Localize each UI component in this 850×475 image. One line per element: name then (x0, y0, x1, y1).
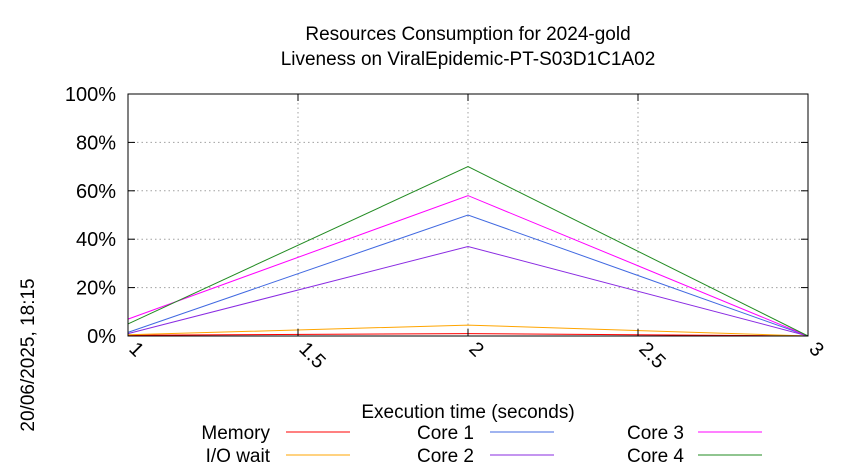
timestamp-label: 20/06/2025, 18:15 (18, 278, 39, 431)
legend-label-core-1: Core 1 (417, 423, 474, 444)
y-tick-label: 40% (76, 229, 116, 251)
chart-title-line-1: Resources Consumption for 2024-gold (305, 24, 630, 45)
x-axis-label: Execution time (seconds) (361, 402, 574, 423)
y-tick-label: 100% (65, 84, 116, 106)
y-tick-label: 20% (76, 278, 116, 300)
legend-label-core-3: Core 3 (627, 423, 684, 444)
y-tick-label: 80% (76, 132, 116, 154)
x-tick-label: 2 (464, 338, 487, 361)
legend-label-i-o-wait: I/O wait (206, 446, 271, 467)
series-line-core-2 (127, 245, 809, 337)
x-tick-label: 1.5 (294, 338, 329, 373)
series-lines (127, 166, 809, 337)
legend-label-core-4: Core 4 (627, 446, 684, 467)
series-line-i-o-wait (127, 324, 809, 337)
y-tick-label: 0% (87, 326, 116, 348)
y-tick-label: 60% (76, 181, 116, 203)
y-axis-ticks: 0% 20% 40% 60% 80% 100% (65, 84, 808, 348)
series-line-core-1 (127, 214, 809, 337)
series-line-core-3 (127, 195, 809, 337)
legend-label-core-2: Core 2 (417, 446, 474, 467)
legend-label-memory: Memory (201, 423, 270, 444)
x-tick-label: 2.5 (634, 338, 669, 373)
x-axis-ticks: 1 1.5 2 2.5 3 (124, 94, 828, 373)
x-tick-label: 1 (124, 338, 147, 361)
series-line-core-4 (127, 166, 809, 337)
chart-title-line-2: Liveness on ViralEpidemic-PT-S03D1C1A02 (281, 49, 656, 70)
x-tick-label: 3 (804, 338, 827, 361)
grid-lines (128, 94, 808, 336)
